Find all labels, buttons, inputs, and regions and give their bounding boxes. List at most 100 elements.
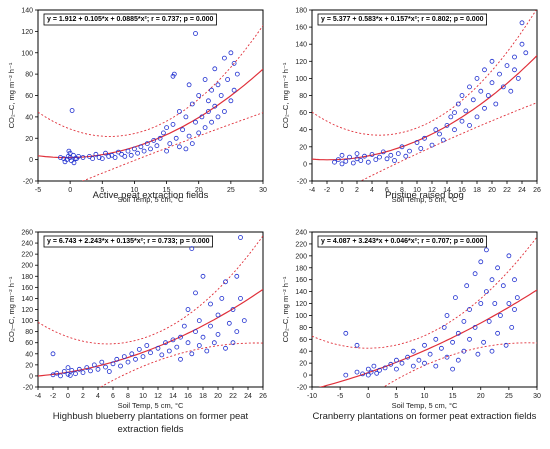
- data-point: [497, 71, 502, 77]
- data-point: [512, 277, 517, 283]
- data-point: [196, 343, 202, 348]
- data-point: [208, 301, 213, 307]
- data-point: [523, 50, 529, 56]
- data-point: [196, 93, 202, 98]
- x-tick-label: 15: [163, 187, 171, 194]
- data-point: [110, 361, 116, 367]
- x-tick-label: 16: [184, 393, 192, 400]
- x-tick-label: 0: [66, 393, 70, 400]
- data-point: [109, 152, 115, 158]
- data-point: [61, 369, 67, 374]
- y-tick-label: 200: [295, 253, 307, 260]
- x-tick-label: -2: [324, 187, 330, 194]
- data-point: [360, 371, 366, 377]
- data-point: [392, 158, 397, 163]
- data-point: [489, 58, 495, 64]
- data-point: [482, 105, 487, 111]
- data-point: [497, 313, 503, 318]
- data-point: [65, 371, 71, 377]
- data-point: [199, 114, 205, 120]
- data-point: [429, 142, 435, 148]
- data-point: [221, 109, 227, 114]
- data-point: [474, 76, 480, 81]
- data-point: [193, 329, 198, 335]
- y-tick-label: 200: [21, 263, 33, 270]
- data-point: [354, 342, 360, 348]
- x-tick-label: 24: [244, 393, 252, 400]
- data-point: [50, 372, 56, 378]
- data-point: [215, 114, 221, 120]
- data-point: [193, 290, 198, 296]
- chart-panel-3: -4 -2 0 2 4 6 8 10 12 14 16 18 20 22 24 26-200204060801…: [7, 230, 267, 436]
- data-point: [90, 156, 95, 162]
- x-tick-label: 10: [413, 187, 421, 194]
- data-point: [478, 301, 484, 306]
- data-point: [154, 143, 160, 149]
- data-point: [354, 369, 360, 375]
- data-point: [512, 307, 517, 312]
- y-tick-label: 40: [299, 349, 307, 356]
- x-axis-label: Soil Temp, 5 cm, °C: [118, 195, 184, 204]
- data-point: [189, 141, 195, 147]
- x-axis-label: Soil Temp, 5 cm, °C: [392, 401, 458, 410]
- x-tick-label: 22: [503, 187, 511, 194]
- data-point: [459, 93, 465, 98]
- data-point: [388, 152, 394, 158]
- data-point: [407, 148, 412, 154]
- regression-equation: y = 1.912 + 0.105*x + 0.0885*x²; r = 0.7…: [47, 16, 213, 23]
- data-point: [174, 344, 180, 350]
- data-point: [228, 50, 234, 56]
- data-point: [467, 84, 472, 90]
- data-point: [354, 156, 360, 162]
- y-tick-label: 160: [295, 277, 307, 284]
- data-point: [373, 157, 379, 163]
- data-point: [196, 130, 202, 136]
- data-point: [467, 123, 472, 128]
- y-tick-label: 80: [25, 72, 33, 79]
- data-point: [58, 373, 63, 379]
- regression-fit-line: [318, 289, 537, 387]
- data-point: [159, 352, 165, 358]
- regression-equation: y = 6.743 + 2.243*x + 0.135*x²; r = 0.73…: [47, 238, 210, 245]
- x-tick-label: 26: [259, 393, 267, 400]
- x-tick-label: 4: [370, 187, 374, 194]
- y-tick-label: 20: [25, 136, 33, 143]
- y-tick-label: -20: [23, 179, 33, 186]
- data-point: [138, 144, 144, 150]
- data-point: [506, 253, 512, 259]
- y-tick-label: 60: [299, 337, 307, 344]
- x-tick-label: 18: [199, 393, 207, 400]
- data-point: [365, 366, 371, 372]
- data-point: [225, 77, 231, 82]
- data-point: [112, 155, 118, 160]
- data-point: [193, 31, 198, 36]
- data-point: [350, 160, 356, 166]
- data-point: [422, 360, 427, 366]
- data-point: [135, 150, 141, 156]
- y-tick-label: 40: [25, 351, 33, 358]
- upper-confidence-band: [312, 10, 537, 136]
- data-point: [503, 342, 509, 348]
- data-point: [515, 76, 521, 81]
- data-point: [218, 93, 224, 98]
- data-point: [482, 67, 487, 73]
- data-point: [106, 369, 112, 374]
- y-tick-label: 60: [25, 93, 33, 100]
- y-axis-label: CO₂–C, mg m⁻² h⁻¹: [7, 276, 16, 342]
- data-point: [374, 370, 380, 376]
- data-point: [519, 20, 525, 26]
- data-point: [87, 153, 92, 159]
- data-point: [495, 330, 501, 336]
- data-point: [455, 101, 461, 107]
- data-point: [500, 84, 506, 90]
- y-tick-label: 140: [295, 42, 307, 49]
- equation-box: [43, 13, 217, 26]
- data-point: [212, 103, 218, 109]
- upper-confidence-band: [38, 25, 263, 137]
- data-point: [467, 307, 472, 312]
- data-point: [103, 150, 108, 156]
- upper-confidence-band: [38, 235, 263, 345]
- data-point: [164, 148, 170, 154]
- x-tick-label: 10: [131, 187, 139, 194]
- data-point: [215, 312, 221, 318]
